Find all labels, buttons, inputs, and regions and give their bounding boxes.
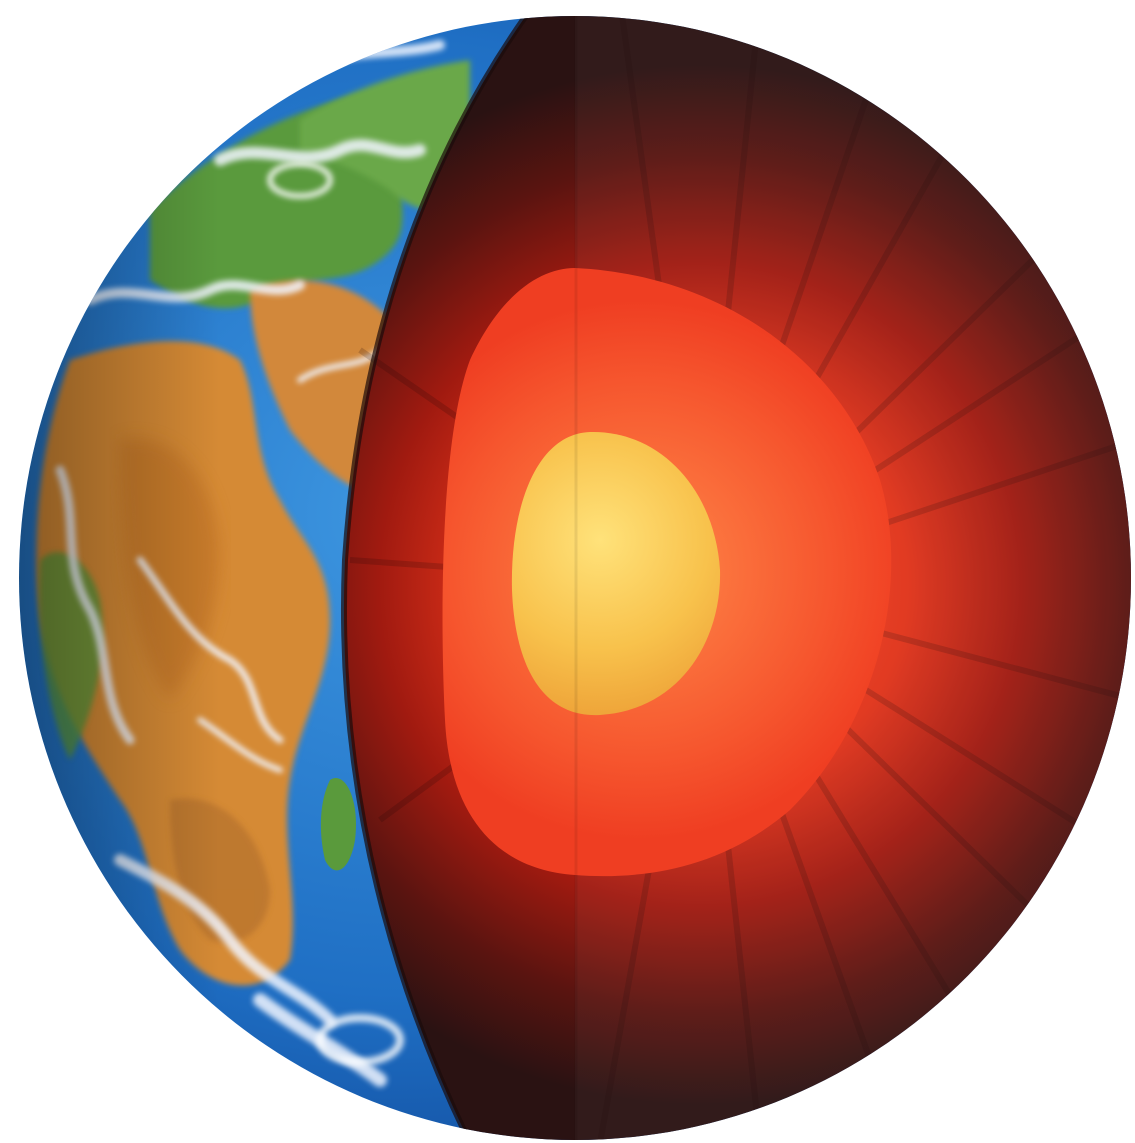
- crust-edge: [341, 16, 533, 1140]
- earth-interior: [341, 16, 1131, 1140]
- inner-core: [511, 431, 721, 716]
